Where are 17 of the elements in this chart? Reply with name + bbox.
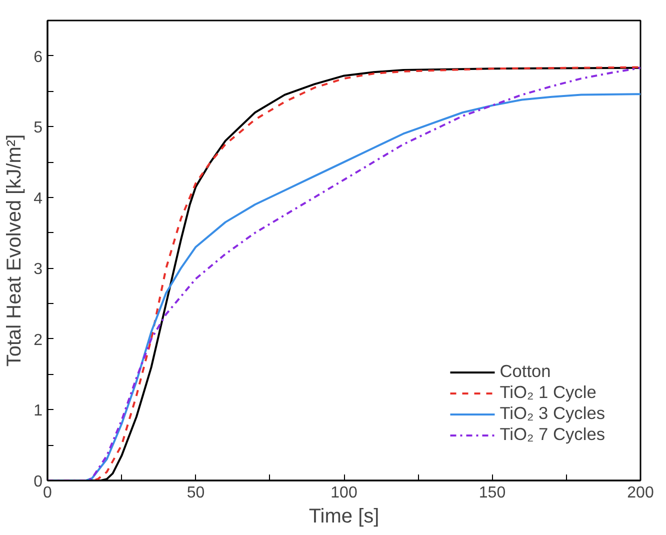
legend-label: TiO₂ 7 Cycles (500, 424, 605, 445)
x-tick-label: 200 (627, 484, 654, 502)
x-tick-label: 150 (478, 484, 506, 502)
y-tick-label: 3 (34, 261, 43, 278)
y-tick-label: 4 (34, 190, 43, 208)
y-axis-title: Total Heat Evolved [kJ/m²] (4, 134, 26, 367)
x-tick-label: 50 (186, 484, 205, 502)
x-tick-label: 100 (330, 484, 358, 502)
legend-label: TiO₂ 3 Cycles (500, 403, 605, 424)
y-tick-label: 0 (34, 474, 43, 490)
y-tick-label: 5 (34, 120, 43, 137)
legend-label: Cotton (500, 361, 551, 382)
legend-label: TiO₂ 1 Cycle (500, 382, 596, 403)
x-axis-title: Time [s] (308, 506, 380, 528)
y-tick-label: 1 (34, 402, 43, 420)
y-tick-label: 2 (34, 332, 43, 349)
y-tick-label: 6 (34, 48, 43, 66)
